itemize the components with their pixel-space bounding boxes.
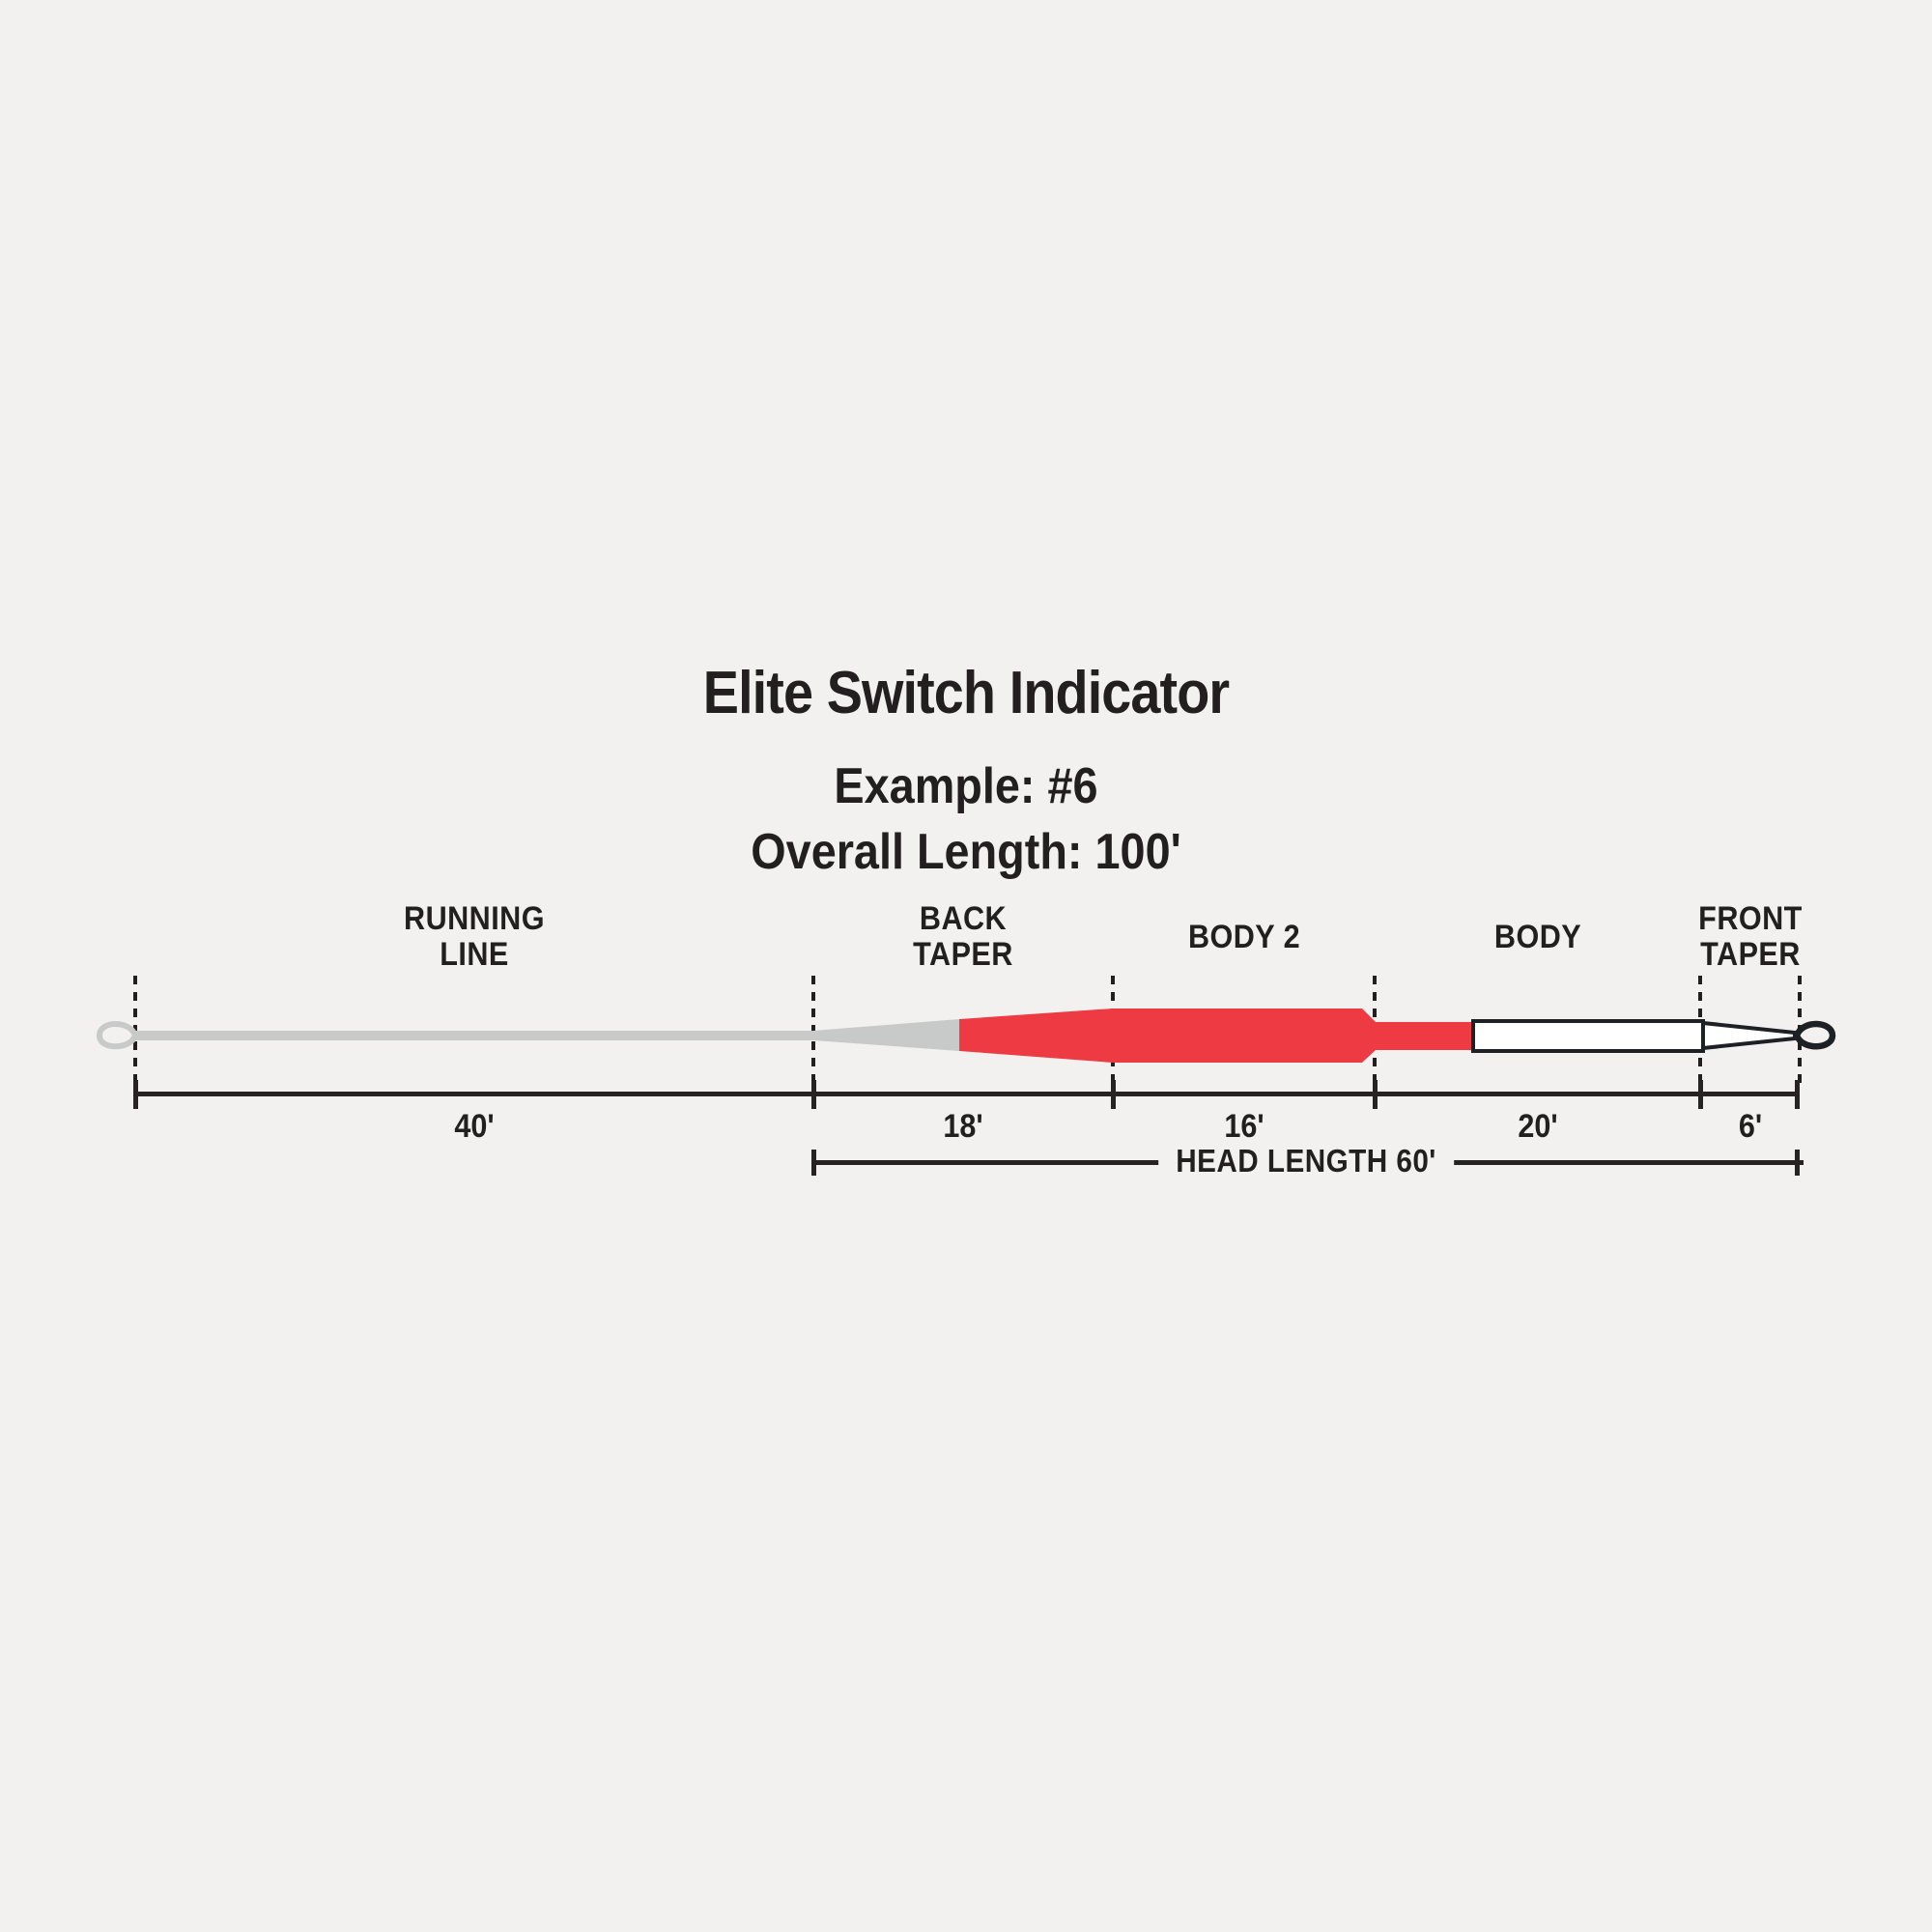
- section-label-line: TAPER: [913, 936, 1013, 973]
- length-value-body: 20': [1518, 1108, 1558, 1145]
- ruler-tick: [1795, 1080, 1800, 1109]
- page-title: Elite Switch Indicator: [702, 660, 1230, 726]
- length-value-back-taper: 18': [943, 1108, 983, 1145]
- section-label-body: BODY: [1494, 920, 1581, 955]
- subtitle-example: Example: #6: [834, 758, 1098, 814]
- body-white-shape: [1471, 1019, 1705, 1053]
- subtitle-overall-length: Overall Length: 100': [751, 824, 1181, 880]
- section-label-line: FRONT: [1698, 900, 1803, 937]
- section-label-line: BODY: [1493, 919, 1582, 955]
- section-label-line: BODY 2: [1187, 919, 1301, 955]
- length-value-running-line: 40': [454, 1108, 495, 1145]
- body2-red-shape: [959, 1009, 1475, 1063]
- section-label-running-line: RUNNING LINE: [404, 901, 545, 973]
- front-loop-icon: [1793, 1020, 1836, 1050]
- head-length-label: HEAD LENGTH 60': [1158, 1143, 1454, 1179]
- ruler-tick: [1698, 1080, 1703, 1109]
- section-label-front-taper: FRONT TAPER: [1698, 901, 1803, 973]
- head-length-end-tick: [1795, 1150, 1800, 1176]
- front-taper-shape: [1701, 1021, 1797, 1050]
- length-value-front-taper: 6': [1738, 1108, 1763, 1145]
- ruler-tick: [1111, 1080, 1116, 1109]
- rear-loop-icon: [97, 1021, 138, 1050]
- head-length-end-tick: [811, 1150, 816, 1176]
- section-label-body-2: BODY 2: [1188, 920, 1300, 955]
- section-label-line: BACK: [919, 900, 1008, 937]
- measurement-ruler-line: [135, 1092, 1800, 1096]
- length-value-body-2: 16': [1224, 1108, 1264, 1145]
- ruler-tick: [1373, 1080, 1378, 1109]
- running-line-shape: [135, 1019, 959, 1051]
- section-label-line: LINE: [440, 936, 509, 973]
- section-label-back-taper: BACK TAPER: [913, 901, 1013, 973]
- ruler-tick: [811, 1080, 816, 1109]
- section-label-line: RUNNING: [404, 900, 545, 937]
- ruler-tick: [133, 1080, 138, 1109]
- section-label-line: TAPER: [1700, 936, 1801, 973]
